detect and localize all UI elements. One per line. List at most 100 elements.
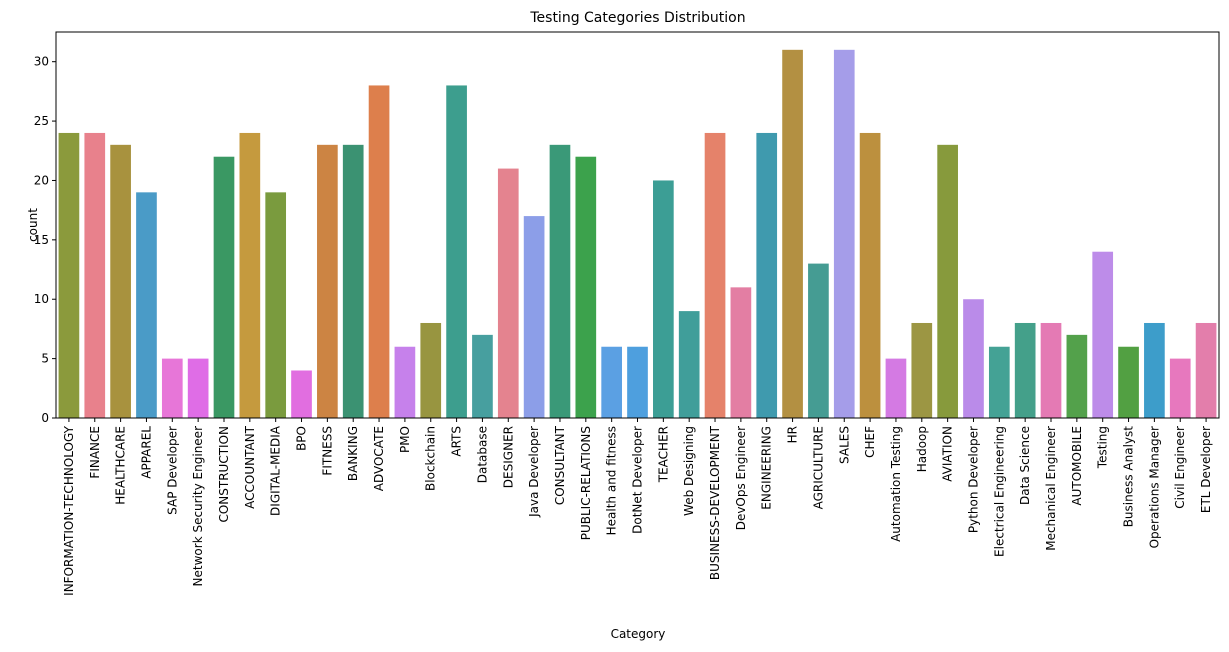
y-tick-label: 15 [34,233,49,247]
x-tick-label: SAP Developer [165,426,179,515]
y-tick-label: 20 [34,173,49,187]
x-tick-label: Testing [1096,426,1110,469]
bar [549,144,571,418]
bar [187,358,209,418]
bar [446,85,467,418]
bar [84,132,106,418]
x-tick-label: Database [475,426,489,483]
bar [808,263,829,418]
x-tick-label: ENGINEERING [760,426,774,510]
x-tick-label: Data Science [1018,426,1032,505]
x-tick-label: ADVOCATE [372,426,386,491]
bar [420,322,442,418]
x-tick-label: Web Designing [682,426,696,516]
bar [885,358,907,418]
bar [394,346,416,418]
x-tick-label: DIGITAL-MEDIA [269,425,283,516]
bar [575,156,597,418]
bar [161,358,183,418]
x-tick-label: CONSULTANT [553,425,567,505]
y-tick-label: 30 [34,55,49,69]
bar [1066,334,1088,418]
plot-frame [55,31,1220,419]
bar [833,49,855,418]
x-tick-label: AUTOMOBILE [1070,426,1084,506]
x-tick-label: HR [786,426,800,443]
x-tick-label: TEACHER [656,426,670,483]
x-tick-label: Hadoop [915,426,929,472]
chart-title: Testing Categories Distribution [529,10,745,26]
x-tick-label: Automation Testing [889,426,903,542]
bar [756,132,778,418]
bar [937,144,958,418]
x-tick-label: SALES [837,426,851,464]
bars-group [58,49,1217,418]
x-tick-label: Civil Engineer [1173,426,1187,509]
x-tick-label: CHEF [863,426,877,458]
x-tick-label: Network Security Engineer [191,426,205,587]
bar [136,192,157,418]
bar [678,311,700,418]
bar [988,346,1010,418]
x-tick-label: DevOps Engineer [734,426,748,530]
x-tick-label: ETL Developer [1199,426,1213,513]
bar [911,322,933,418]
bar [497,168,519,418]
x-tick-label: Electrical Engineering [992,426,1006,557]
y-tick-label: 10 [34,292,49,306]
y-tick-label: 25 [34,114,49,128]
bar [1195,322,1217,418]
bar [58,132,80,418]
x-tick-label: PUBLIC-RELATIONS [579,426,593,540]
bar [1169,358,1191,418]
x-tick-label: DESIGNER [501,426,515,488]
bar [730,287,752,418]
x-tick-label: Blockchain [424,426,438,491]
bar [523,216,545,418]
bar [213,156,235,418]
bar [472,334,493,418]
x-tick-label: Java Developer [527,426,541,518]
x-tick-label: Mechanical Engineer [1044,426,1058,551]
bar [342,144,364,418]
x-axis: INFORMATION-TECHNOLOGY FINANCE HEALTHCARE A… [62,418,1213,596]
x-tick-label: INFORMATION-TECHNOLOGY [62,425,76,595]
bar [1144,322,1165,418]
bar [1014,322,1036,418]
x-axis-label: Category [611,627,666,641]
x-tick-label: Python Developer [966,426,980,533]
bar [1118,346,1139,418]
x-tick-label: BUSINESS-DEVELOPMENT [708,425,722,580]
x-tick-label: PMO [398,426,412,453]
x-tick-label: DotNet Developer [631,426,645,534]
x-tick-label: CONSTRUCTION [217,426,231,523]
y-axis-label: count [26,208,40,242]
x-tick-label: ACCOUNTANT [243,425,257,509]
bar [704,132,726,418]
x-tick-label: BPO [295,426,309,451]
bar [653,180,674,418]
bar [368,85,390,418]
y-axis: 0 5 10 15 20 25 30 [34,55,56,425]
bar [239,132,261,418]
x-tick-label: Business Analyst [1122,426,1136,528]
x-tick-label: Operations Manager [1147,426,1161,548]
x-tick-label: APPAREL [139,426,153,479]
bar [782,49,803,418]
bar [317,144,338,418]
bar [601,346,622,418]
bar [1040,322,1062,418]
x-tick-label: HEALTHCARE [114,426,128,505]
x-tick-label: BANKING [346,426,360,481]
x-tick-label: FITNESS [320,426,334,476]
y-tick-label: 5 [41,352,49,366]
x-tick-label: AVIATION [941,426,955,482]
x-tick-label: ARTS [450,426,464,457]
bar [265,192,287,418]
bar [963,299,984,418]
bar [110,144,131,418]
bar [627,346,648,418]
x-tick-label: AGRICULTURE [811,426,825,509]
bar [291,370,312,418]
